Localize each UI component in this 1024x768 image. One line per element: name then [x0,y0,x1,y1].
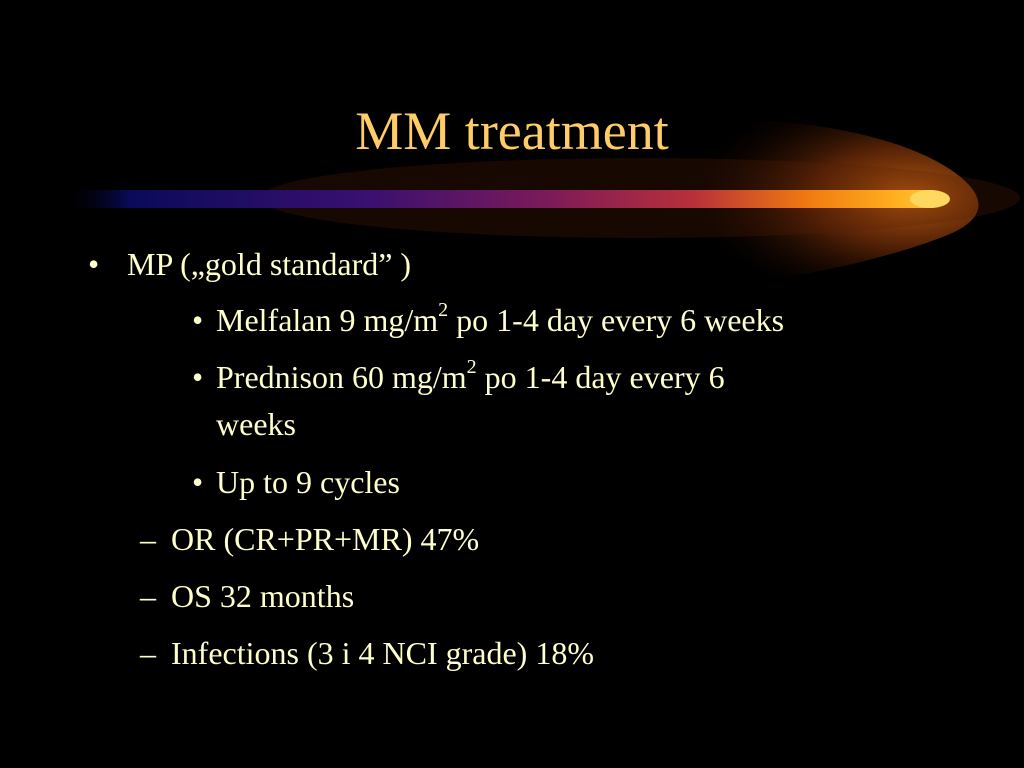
slide-title: MM treatment [355,101,669,161]
bullet-text: MP („gold standard” ) [127,246,412,282]
bullet-text: Prednison 60 mg/m2 po 1-4 day every 6 [216,357,725,397]
dash-marker: – [140,578,156,614]
bullet-marker: • [192,302,204,338]
bullet-marker: • [88,246,100,282]
bullet-marker: • [192,464,204,500]
comet-head [910,190,950,208]
bullet-text-main: Melfalan 9 mg/m [216,302,439,338]
bullet-text: weeks [216,406,296,442]
bullet-text-main: Prednison 60 mg/m [216,359,467,395]
bullet-text: Melfalan 9 mg/m2 po 1-4 day every 6 week… [216,300,784,340]
superscript: 2 [438,299,449,322]
bullet-text: Up to 9 cycles [216,464,400,500]
bullet-marker: • [192,359,204,395]
bullet-text-rest: po 1-4 day every 6 weeks [448,302,785,338]
bullet-text-rest: po 1-4 day every 6 [476,359,725,395]
dash-text: Infections (3 i 4 NCI grade) 18% [171,635,594,671]
dash-marker: – [140,635,156,671]
dash-text: OR (CR+PR+MR) 47% [171,521,480,557]
comet-streak [60,190,940,208]
superscript: 2 [466,356,477,379]
dash-marker: – [140,521,156,557]
dash-text: OS 32 months [171,578,355,614]
